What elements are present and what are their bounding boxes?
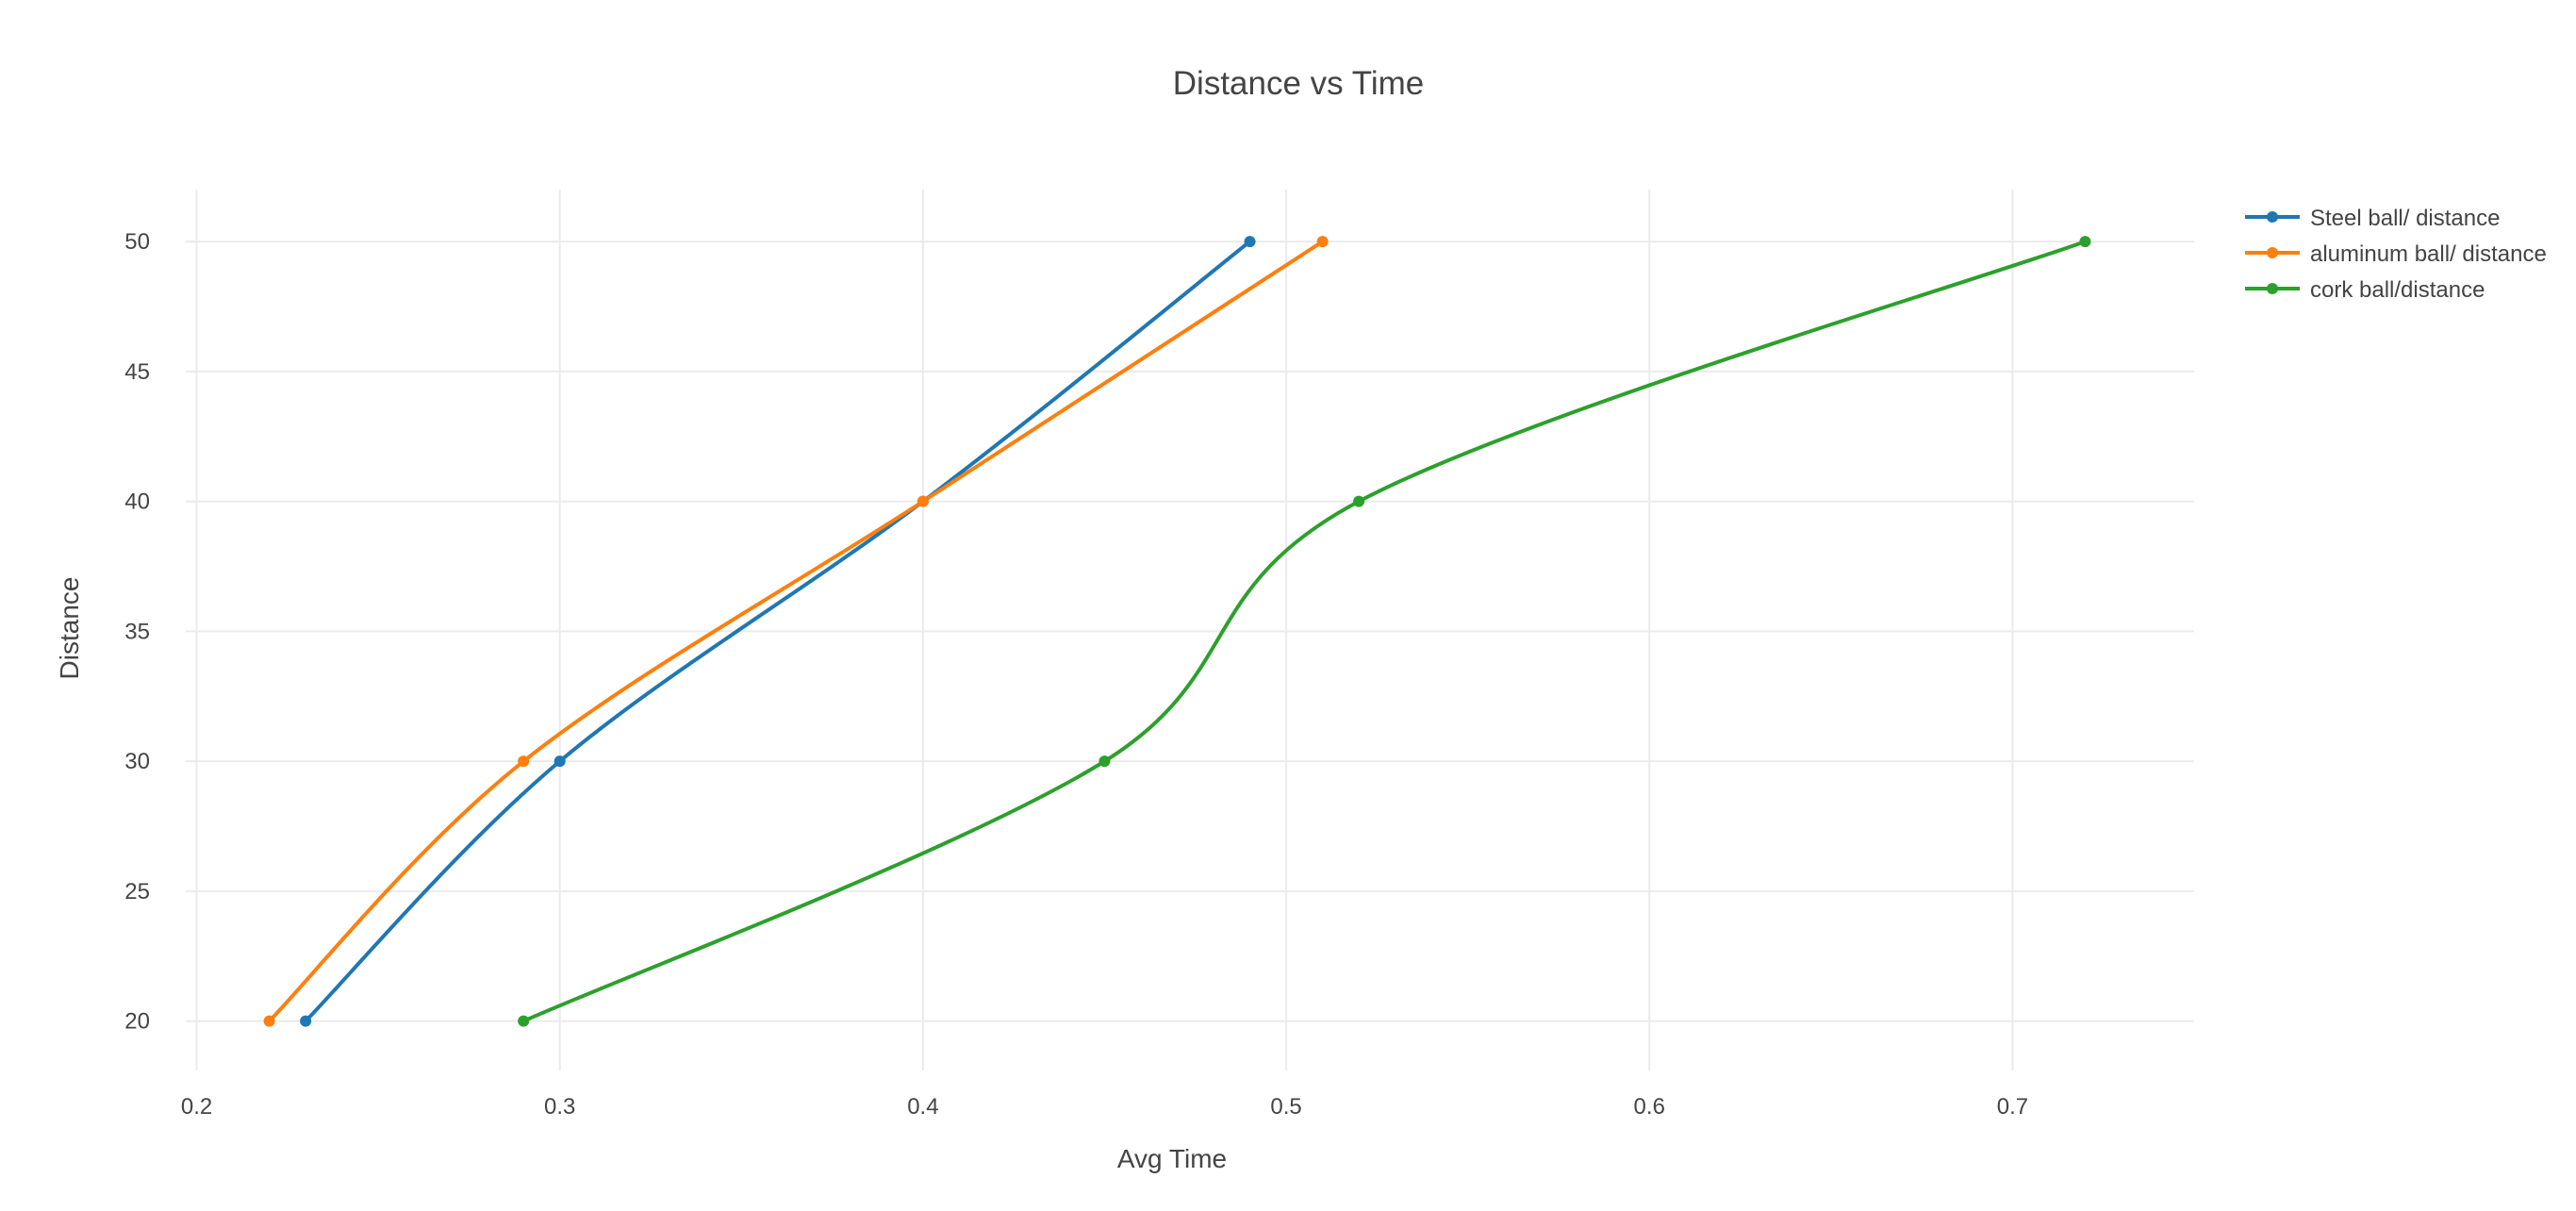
legend-label-2: cork ball/distance bbox=[2310, 277, 2485, 303]
series-points bbox=[263, 236, 2091, 1027]
series-1-point-1 bbox=[518, 755, 530, 768]
legend-marker-1 bbox=[2267, 247, 2278, 258]
series-lines bbox=[267, 240, 2088, 1023]
x-tick-label-2: 0.4 bbox=[907, 1094, 938, 1120]
series-line-0 bbox=[304, 240, 1252, 1023]
series-1-point-2 bbox=[916, 495, 929, 507]
legend-label-0: Steel ball/ distance bbox=[2310, 206, 2500, 231]
series-1-point-0 bbox=[263, 1015, 275, 1027]
chart-title: Distance vs Time bbox=[1173, 65, 1424, 102]
legend: Steel ball/ distance aluminum ball/ dista… bbox=[2245, 206, 2547, 303]
x-tick-label-3: 0.5 bbox=[1270, 1094, 1301, 1120]
y-tick-label-2: 30 bbox=[124, 749, 150, 774]
legend-item-1[interactable]: aluminum ball/ distance bbox=[2245, 241, 2547, 267]
x-axis-ticks: 0.2 0.3 0.4 0.5 0.6 0.7 bbox=[181, 1094, 2028, 1120]
y-tick-label-4: 40 bbox=[124, 489, 150, 515]
y-tick-label-5: 45 bbox=[124, 359, 150, 385]
series-line-1 bbox=[267, 240, 1325, 1023]
plot-area bbox=[267, 240, 2088, 1023]
legend-marker-0 bbox=[2267, 211, 2278, 223]
series-0-point-3 bbox=[1244, 236, 1256, 248]
y-axis-ticks: 20 25 30 35 40 45 50 bbox=[124, 229, 150, 1035]
legend-marker-2 bbox=[2267, 283, 2278, 294]
series-2-point-0 bbox=[518, 1015, 530, 1027]
x-tick-label-4: 0.6 bbox=[1634, 1094, 1665, 1120]
x-tick-label-0: 0.2 bbox=[181, 1094, 212, 1120]
x-axis-title: Avg Time bbox=[1117, 1144, 1227, 1173]
y-tick-label-3: 35 bbox=[124, 619, 150, 644]
grid-lines bbox=[186, 190, 2194, 1070]
legend-label-1: aluminum ball/ distance bbox=[2310, 241, 2547, 267]
y-tick-label-1: 25 bbox=[124, 879, 150, 904]
x-tick-label-1: 0.3 bbox=[544, 1094, 575, 1120]
y-tick-label-6: 50 bbox=[124, 229, 150, 255]
legend-item-0[interactable]: Steel ball/ distance bbox=[2245, 206, 2500, 231]
series-0-point-1 bbox=[553, 755, 566, 768]
series-2-point-1 bbox=[1098, 755, 1111, 768]
legend-item-2[interactable]: cork ball/distance bbox=[2245, 277, 2485, 303]
series-line-2 bbox=[521, 240, 2088, 1023]
series-2-point-3 bbox=[2079, 236, 2091, 248]
series-2-point-2 bbox=[1353, 495, 1365, 507]
series-0-point-0 bbox=[300, 1015, 312, 1027]
y-axis-title: Distance bbox=[55, 577, 84, 680]
y-tick-label-0: 20 bbox=[124, 1009, 150, 1035]
series-1-point-3 bbox=[1316, 236, 1329, 248]
x-tick-label-5: 0.7 bbox=[1997, 1094, 2028, 1120]
